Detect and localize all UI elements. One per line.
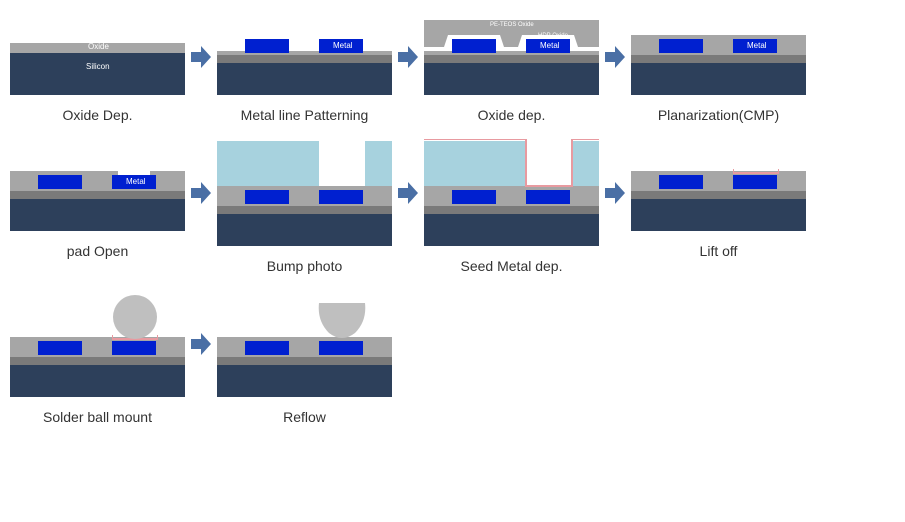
metal-1 <box>659 175 703 189</box>
oxide-layer <box>217 55 392 63</box>
silicon-layer <box>631 63 806 95</box>
oxide-layer <box>217 357 392 365</box>
arrow-icon <box>191 46 211 68</box>
diagram-pad-open: Metal <box>10 156 185 231</box>
metal-1 <box>38 341 82 355</box>
diagram-oxide-dep-2: PE-TEOS Oxide HDP Oxide Metal <box>424 20 599 95</box>
silicon-layer <box>424 214 599 246</box>
silicon-layer <box>217 365 392 397</box>
step-reflow: Reflow <box>217 292 392 425</box>
metal-1 <box>659 39 703 53</box>
metal-1 <box>245 39 289 53</box>
diagram-reflow <box>217 292 392 397</box>
oxide-top-left <box>10 337 118 341</box>
diagram-planarization: Metal <box>631 20 806 95</box>
step-label: pad Open <box>67 243 129 259</box>
metal-2 <box>319 190 363 204</box>
metal-1 <box>245 341 289 355</box>
step-label: Oxide dep. <box>478 107 546 123</box>
oxide-top-right <box>357 186 392 190</box>
metal-1 <box>38 175 82 189</box>
oxide-layer-2 <box>631 35 806 55</box>
metal-2 <box>526 190 570 204</box>
step-label: Reflow <box>283 409 326 425</box>
silicon-layer <box>217 214 392 246</box>
metal-2 <box>733 39 777 53</box>
metal-2 <box>319 341 363 355</box>
diagram-metal-patterning: Metal <box>217 20 392 95</box>
arrow-icon <box>605 46 625 68</box>
diagram-solder-ball <box>10 292 185 397</box>
process-row-1: Oxide Silicon Oxide Dep. Metal Metal lin… <box>10 20 895 123</box>
process-row-2: Metal pad Open Bump photo <box>10 141 895 274</box>
seed-pad <box>733 169 779 175</box>
silicon-layer <box>10 365 185 397</box>
diagram-oxide-dep: Oxide Silicon <box>10 20 185 95</box>
step-label: Seed Metal dep. <box>461 258 563 274</box>
metal-2 <box>733 175 777 189</box>
oxide-layer <box>10 357 185 365</box>
arrow-icon <box>191 182 211 204</box>
step-label: Metal line Patterning <box>241 107 369 123</box>
reflowed-ball <box>317 301 367 341</box>
arrow-icon <box>398 46 418 68</box>
step-bump-photo: Bump photo <box>217 141 392 274</box>
seed-metal-line <box>424 139 599 190</box>
metal-1 <box>452 190 496 204</box>
step-metal-patterning: Metal Metal line Patterning <box>217 20 392 123</box>
step-oxide-dep-2: PE-TEOS Oxide HDP Oxide Metal Oxide dep. <box>424 20 599 123</box>
step-label: Planarization(CMP) <box>658 107 779 123</box>
oxide-top-left <box>217 186 325 190</box>
metal-2 <box>112 341 156 355</box>
oxide-layer <box>10 43 185 53</box>
oxide-top-right <box>150 171 185 175</box>
arrow-icon <box>191 333 211 355</box>
photo-right <box>365 141 392 186</box>
diagram-bump-photo <box>217 141 392 246</box>
step-label: Solder ball mount <box>43 409 152 425</box>
step-oxide-dep: Oxide Silicon Oxide Dep. <box>10 20 185 123</box>
conformal-oxide <box>424 20 599 55</box>
arrow-icon <box>398 182 418 204</box>
photo-left <box>217 141 319 186</box>
oxide-top-left <box>631 171 739 175</box>
step-seed-metal: Seed Metal dep. <box>424 141 599 274</box>
silicon-layer <box>10 199 185 231</box>
oxide-layer <box>631 191 806 199</box>
silicon-layer <box>217 63 392 95</box>
oxide-layer <box>10 191 185 199</box>
step-solder-ball: Solder ball mount <box>10 292 185 425</box>
silicon-layer <box>631 199 806 231</box>
oxide-layer <box>217 206 392 214</box>
process-row-3: Solder ball mount Reflow <box>10 292 895 425</box>
metal-1 <box>245 190 289 204</box>
silicon-layer <box>424 63 599 95</box>
metal-2-top <box>112 175 156 189</box>
diagram-lift-off <box>631 156 806 231</box>
oxide-layer <box>424 55 599 63</box>
oxide-top-left <box>217 337 325 341</box>
step-label: Bump photo <box>267 258 343 274</box>
metal-2 <box>319 39 363 53</box>
diagram-seed-metal <box>424 141 599 246</box>
oxide-layer <box>631 55 806 63</box>
step-label: Lift off <box>700 243 738 259</box>
arrow-icon <box>605 182 625 204</box>
pad-open-cut <box>118 165 150 175</box>
oxide-layer <box>424 206 599 214</box>
step-pad-open: Metal pad Open <box>10 156 185 259</box>
solder-ball <box>113 295 157 339</box>
silicon-layer <box>10 53 185 95</box>
step-planarization: Metal Planarization(CMP) <box>631 20 806 123</box>
step-lift-off: Lift off <box>631 156 806 259</box>
oxide-top-left <box>10 171 118 175</box>
oxide-layer-2 <box>217 51 392 55</box>
step-label: Oxide Dep. <box>62 107 132 123</box>
